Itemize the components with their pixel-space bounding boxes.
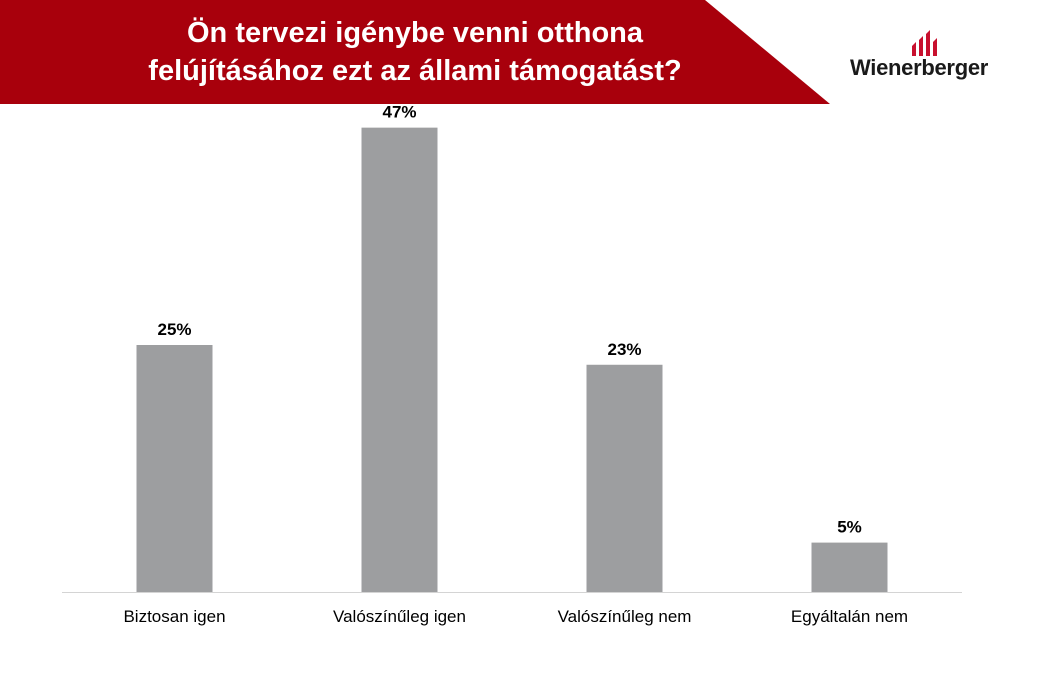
data-label-4: 5% [837,518,862,537]
category-label-2: Valószínűleg igen [333,607,466,626]
category-label-1: Biztosan igen [123,607,225,626]
data-label-2: 47% [382,103,416,122]
banner-shape [0,0,830,104]
bar-4 [811,542,888,592]
category-label-4: Egyáltalán nem [791,607,908,626]
brick-roof-icon [912,30,937,56]
page-title: Ön tervezi igénybe venni otthona felújít… [120,14,710,90]
title-line-1: Ön tervezi igénybe venni otthona [186,17,643,49]
logo-text: Wienerberger [850,55,989,80]
data-label-3: 23% [607,340,641,359]
bar-3 [586,364,663,592]
title-line-2: felújításához ezt az állami támogatást? [148,55,682,87]
bar-1 [136,345,213,592]
data-label-1: 25% [157,320,191,339]
wienerberger-logo: Wienerberger [850,28,1010,88]
title-banner: Ön tervezi igénybe venni otthona felújít… [0,0,830,104]
bar-2 [361,127,438,592]
category-label-3: Valószínűleg nem [558,607,692,626]
